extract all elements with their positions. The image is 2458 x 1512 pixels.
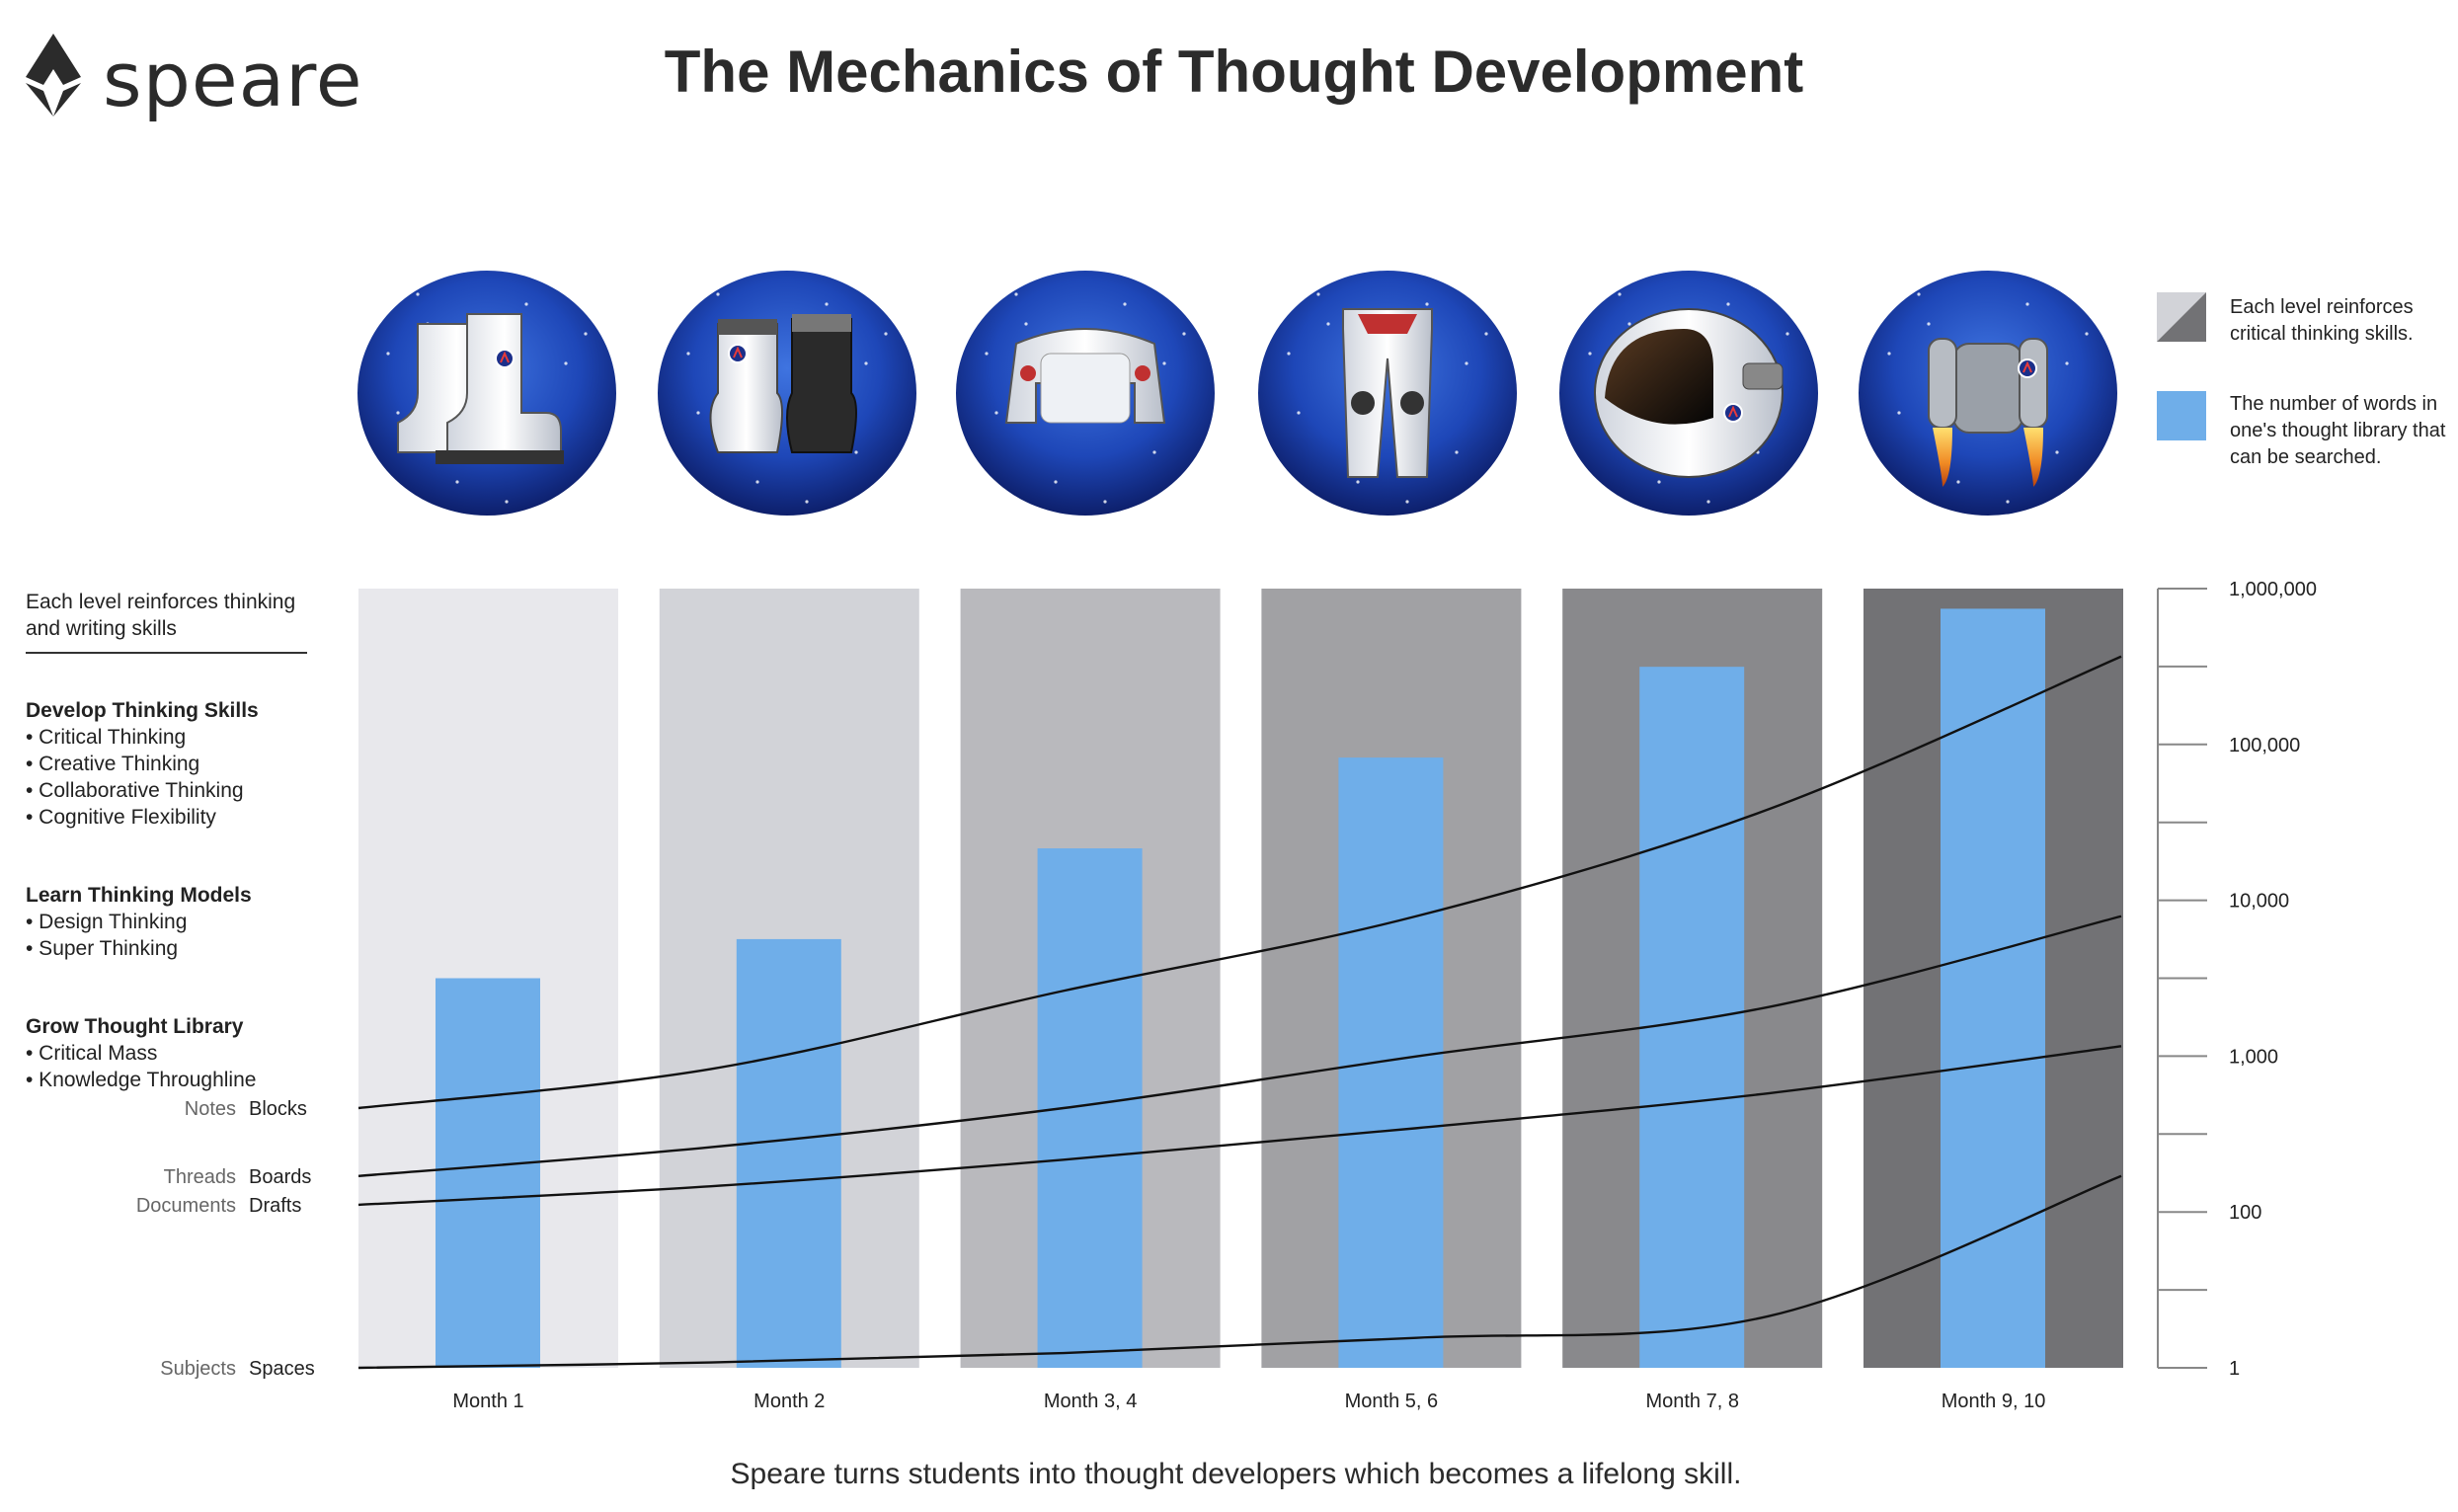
curve-label-left: Threads bbox=[164, 1166, 236, 1188]
list-item: • Cognitive Flexibility bbox=[26, 806, 216, 829]
bar bbox=[1338, 757, 1444, 1368]
left-panel-intro: Each level reinforces thinking and writi… bbox=[26, 589, 307, 654]
group-title: Grow Thought Library bbox=[26, 1015, 244, 1038]
astronaut-boots-icon bbox=[357, 271, 616, 516]
x-tick-label: Month 3, 4 bbox=[1044, 1391, 1138, 1412]
curve-label-left: Notes bbox=[185, 1098, 236, 1120]
jetpack-icon bbox=[1859, 271, 2117, 516]
curve-label-left: Documents bbox=[136, 1195, 236, 1217]
speare-logo-text: speare bbox=[103, 36, 363, 123]
page-title: The Mechanics of Thought Development bbox=[664, 39, 1804, 105]
legend-gray-swatch bbox=[2157, 292, 2206, 342]
group-develop-thinking: Develop Thinking Skills • Critical Think… bbox=[26, 697, 322, 831]
curve-label-right: Boards bbox=[249, 1166, 311, 1188]
curve-label-right: Drafts bbox=[249, 1195, 301, 1217]
list-item: • Collaborative Thinking bbox=[26, 779, 244, 802]
group-title: Develop Thinking Skills bbox=[26, 699, 259, 722]
group-grow-library: Grow Thought Library • Critical Mass • K… bbox=[26, 1013, 322, 1093]
bar bbox=[1037, 848, 1143, 1368]
y-tick-label: 100,000 bbox=[2229, 735, 2300, 756]
x-tick-label: Month 2 bbox=[753, 1391, 825, 1412]
left-panel: Each level reinforces thinking and writi… bbox=[26, 589, 322, 1093]
legend-blue-text: The number of words in one's thought lib… bbox=[2230, 393, 2446, 468]
bar bbox=[1639, 667, 1745, 1368]
legend-gray-text: Each level reinforces critical thinking … bbox=[2230, 296, 2414, 345]
list-item: • Knowledge Throughline bbox=[26, 1069, 257, 1091]
footer-caption: Speare turns students into thought devel… bbox=[730, 1458, 1742, 1490]
list-item: • Critical Thinking bbox=[26, 726, 187, 749]
growth-curve bbox=[357, 915, 2122, 1177]
group-learn-models: Learn Thinking Models • Design Thinking … bbox=[26, 882, 322, 962]
y-tick-label: 1,000,000 bbox=[2229, 579, 2317, 600]
curve-label-right: Blocks bbox=[249, 1098, 307, 1120]
curve-label-left: Subjects bbox=[160, 1358, 236, 1380]
list-item: • Creative Thinking bbox=[26, 753, 200, 775]
legend-blue-swatch bbox=[2157, 391, 2206, 440]
bar bbox=[736, 938, 841, 1368]
growth-curve bbox=[357, 655, 2122, 1110]
growth-curve bbox=[357, 1174, 2122, 1370]
group-title: Learn Thinking Models bbox=[26, 884, 252, 907]
curve-label-right: Spaces bbox=[249, 1358, 315, 1380]
astronaut-pants-icon bbox=[1258, 271, 1517, 516]
list-item: • Critical Mass bbox=[26, 1042, 158, 1065]
astronaut-helmet-icon bbox=[1559, 271, 1818, 516]
x-tick-label: Month 5, 6 bbox=[1345, 1391, 1439, 1412]
speare-logo-mark-icon bbox=[26, 34, 81, 117]
growth-curve bbox=[357, 1045, 2122, 1207]
y-tick-label: 100 bbox=[2229, 1202, 2261, 1224]
astronaut-torso-armor-icon bbox=[956, 271, 1215, 516]
bar bbox=[436, 978, 540, 1368]
x-tick-label: Month 7, 8 bbox=[1645, 1391, 1739, 1412]
y-tick-label: 1 bbox=[2229, 1358, 2240, 1380]
y-tick-label: 10,000 bbox=[2229, 891, 2289, 913]
x-tick-label: Month 1 bbox=[452, 1391, 523, 1412]
bar bbox=[1941, 608, 2045, 1368]
astronaut-gloves-icon bbox=[658, 271, 916, 516]
list-item: • Super Thinking bbox=[26, 937, 179, 960]
list-item: • Design Thinking bbox=[26, 911, 188, 933]
x-tick-label: Month 9, 10 bbox=[1942, 1391, 2046, 1412]
y-tick-label: 1,000 bbox=[2229, 1046, 2278, 1068]
speare-logo: speare bbox=[24, 34, 362, 124]
